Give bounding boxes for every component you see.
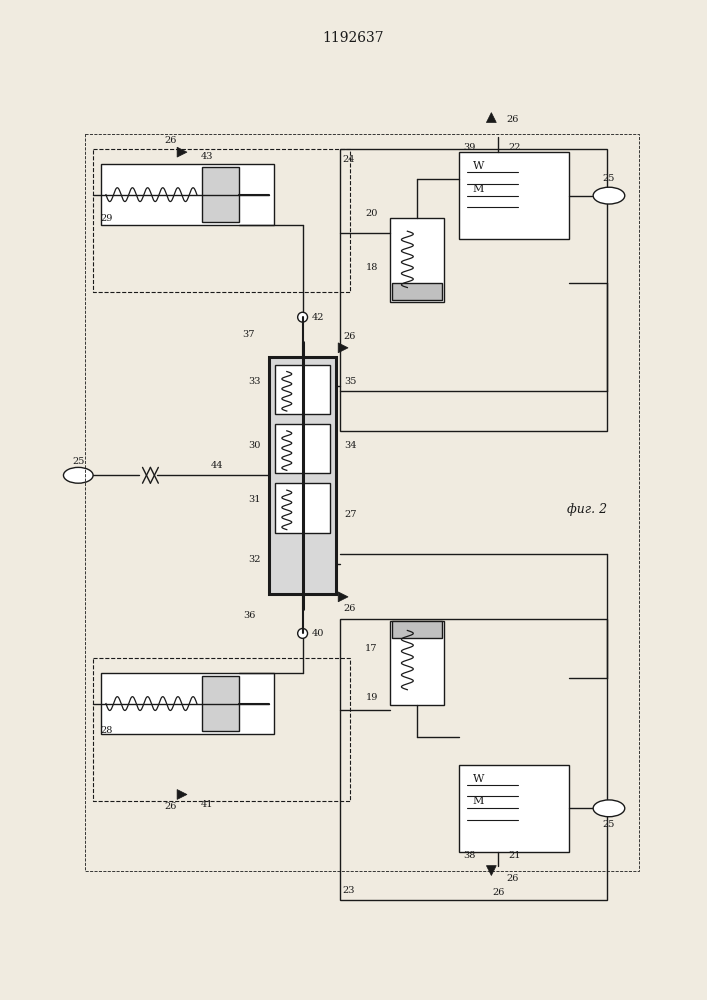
Text: 20: 20: [366, 209, 378, 218]
Bar: [275, 365, 330, 414]
Bar: [340, 619, 607, 900]
Text: 29: 29: [100, 214, 112, 223]
Bar: [459, 765, 569, 852]
Text: 44: 44: [211, 461, 223, 470]
Polygon shape: [486, 866, 496, 876]
Text: 26: 26: [164, 136, 176, 145]
Text: 42: 42: [312, 313, 325, 322]
Bar: [392, 621, 442, 638]
Circle shape: [298, 312, 308, 322]
Polygon shape: [486, 113, 496, 123]
Text: 33: 33: [249, 377, 261, 386]
Text: 41: 41: [201, 800, 213, 809]
Text: 28: 28: [100, 726, 112, 735]
Text: 35: 35: [344, 377, 356, 386]
Text: M: M: [473, 796, 484, 806]
Bar: [201, 167, 240, 222]
Text: 26: 26: [506, 115, 518, 124]
Bar: [93, 149, 350, 292]
Polygon shape: [338, 592, 348, 602]
Text: 34: 34: [344, 441, 356, 450]
Text: 36: 36: [243, 611, 255, 620]
Text: 31: 31: [249, 495, 261, 504]
Text: 25: 25: [603, 820, 615, 829]
Text: 22: 22: [508, 143, 520, 152]
Bar: [392, 283, 442, 300]
Text: 27: 27: [344, 510, 356, 519]
Ellipse shape: [593, 187, 625, 204]
Polygon shape: [338, 343, 348, 353]
Circle shape: [298, 628, 308, 638]
Text: 30: 30: [249, 441, 261, 450]
Text: 26: 26: [344, 604, 356, 613]
Bar: [269, 357, 337, 594]
Ellipse shape: [593, 800, 625, 817]
Polygon shape: [177, 790, 187, 799]
Text: 19: 19: [366, 693, 378, 702]
Ellipse shape: [64, 467, 93, 483]
Text: W: W: [473, 774, 484, 784]
Text: 40: 40: [312, 629, 325, 638]
Text: 39: 39: [464, 143, 476, 152]
Text: 26: 26: [492, 888, 505, 897]
Text: 21: 21: [508, 851, 520, 860]
Text: 24: 24: [342, 155, 355, 164]
Text: 23: 23: [342, 886, 355, 895]
Bar: [459, 152, 569, 239]
Text: 25: 25: [603, 174, 615, 183]
Bar: [101, 164, 274, 225]
Bar: [390, 621, 444, 705]
Text: W: W: [473, 161, 484, 171]
Text: 26: 26: [164, 802, 176, 811]
Text: 1192637: 1192637: [322, 31, 384, 45]
Text: 17: 17: [366, 644, 378, 653]
Text: фиг. 2: фиг. 2: [567, 503, 607, 516]
Text: 32: 32: [249, 555, 261, 564]
Bar: [93, 658, 350, 801]
Text: 38: 38: [464, 851, 476, 860]
Bar: [275, 424, 330, 473]
Text: 26: 26: [344, 332, 356, 341]
Text: 18: 18: [366, 263, 378, 272]
Bar: [101, 673, 274, 734]
Text: 37: 37: [243, 330, 255, 339]
Bar: [275, 483, 330, 533]
Text: M: M: [473, 184, 484, 194]
Bar: [340, 149, 607, 431]
Bar: [201, 676, 240, 731]
Text: 43: 43: [201, 152, 213, 161]
Text: 25: 25: [72, 457, 84, 466]
Polygon shape: [177, 147, 187, 157]
Bar: [390, 218, 444, 302]
Bar: [86, 134, 638, 871]
Text: 26: 26: [506, 874, 518, 883]
